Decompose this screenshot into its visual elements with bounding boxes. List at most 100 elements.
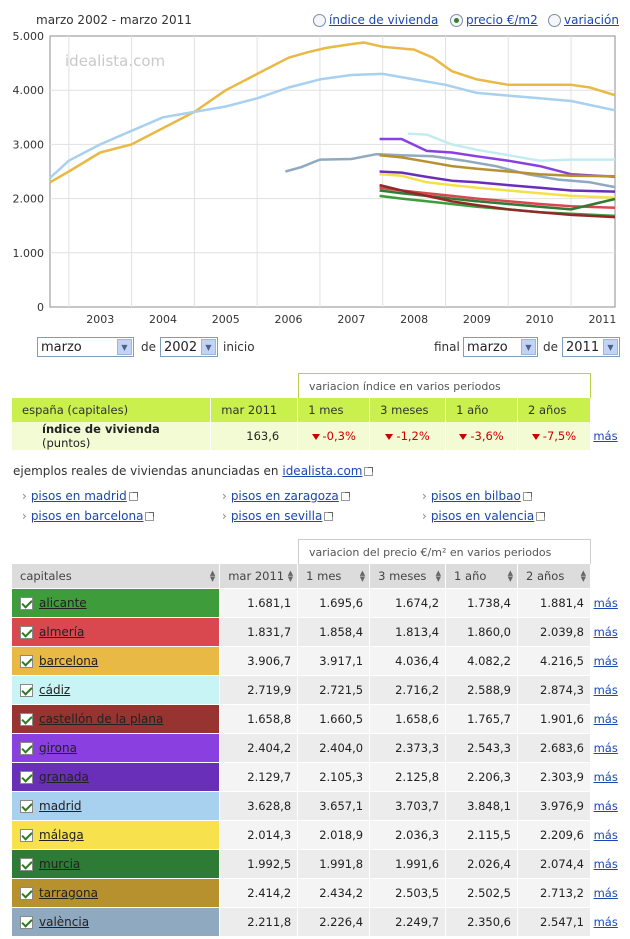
series-line: [407, 132, 615, 162]
checkbox-icon[interactable]: [20, 915, 33, 929]
col-header-2anos[interactable]: 2 años ▲ ▼: [517, 564, 591, 589]
price-cell: 2.543,3: [445, 733, 518, 763]
city-link[interactable]: barcelona: [39, 653, 99, 668]
city-link[interactable]: málaga: [39, 827, 84, 842]
city-cell: murcia: [12, 849, 221, 879]
chevron-down-icon[interactable]: ▼: [201, 339, 216, 355]
start-year-select[interactable]: 2002 ▼: [160, 337, 218, 357]
more-link[interactable]: más: [593, 914, 618, 929]
price-cell: 3.703,7: [369, 791, 447, 821]
sort-icon[interactable]: ▲ ▼: [359, 569, 366, 583]
sort-icon[interactable]: ▲ ▼: [209, 569, 216, 583]
col-header-1mes[interactable]: 1 mes ▲ ▼: [297, 564, 371, 589]
col-header-mar[interactable]: mar 2011 ▲ ▼: [219, 564, 299, 589]
more-link[interactable]: más: [593, 653, 618, 668]
city-cell: almería: [12, 617, 221, 647]
more-link[interactable]: más: [593, 682, 618, 697]
sort-icon[interactable]: ▲ ▼: [580, 569, 586, 583]
city-link[interactable]: castellón de la plana: [39, 711, 164, 726]
more-link[interactable]: más: [593, 798, 618, 813]
checkbox-icon[interactable]: [20, 596, 33, 610]
link-pisos-madrid[interactable]: pisos en madrid: [30, 489, 127, 503]
checkbox-icon[interactable]: [20, 625, 33, 639]
option-variacion[interactable]: variación: [548, 11, 619, 29]
checkbox-icon[interactable]: [20, 770, 33, 784]
more-link[interactable]: más: [593, 769, 618, 784]
price-cell: 2.503,5: [369, 878, 447, 908]
more-link[interactable]: más: [593, 827, 618, 842]
sort-icon[interactable]: ▲ ▼: [507, 569, 513, 583]
de-label: de: [543, 340, 558, 354]
more-link[interactable]: más: [593, 595, 618, 610]
link-pisos-valencia[interactable]: pisos en valencia: [430, 509, 535, 523]
series-line: [379, 137, 616, 178]
link-pisos-sevilla[interactable]: pisos en sevilla: [230, 509, 323, 523]
series-line: [49, 72, 616, 179]
y-tick-label: 4.000: [13, 84, 45, 97]
link-pisos-bilbao[interactable]: pisos en bilbao: [430, 489, 521, 503]
end-year-select[interactable]: 2011 ▼: [562, 337, 620, 357]
more-link[interactable]: más: [593, 740, 618, 755]
table-row: girona 2.404,2 2.404,0 2.373,3 2.543,3 2.683,…: [12, 733, 621, 763]
col-header: 3 meses: [369, 398, 447, 422]
checkbox-icon[interactable]: [20, 741, 33, 755]
link-pisos-zaragoza[interactable]: pisos en zaragoza: [230, 489, 339, 503]
more-link[interactable]: más: [593, 856, 618, 871]
radio-precio-icon[interactable]: [450, 13, 463, 27]
city-cell: valència: [12, 907, 221, 937]
option-precio[interactable]: precio €/m2: [450, 11, 538, 29]
col-header-1ano[interactable]: 1 año ▲ ▼: [445, 564, 518, 589]
price-cell: 3.848,1: [445, 791, 518, 821]
col-header-3meses[interactable]: 3 meses ▲ ▼: [369, 564, 447, 589]
city-link[interactable]: cádiz: [39, 682, 71, 697]
series-line: [379, 172, 616, 200]
city-link[interactable]: almería: [39, 624, 85, 639]
external-link-icon: [128, 492, 138, 501]
variation-cell: -7,5%: [517, 422, 591, 450]
more-link[interactable]: más: [593, 711, 618, 726]
radio-variacion-icon[interactable]: [548, 13, 561, 27]
price-cell: 3.657,1: [297, 791, 371, 821]
sort-icon[interactable]: ▲ ▼: [435, 569, 442, 583]
col-header-capitales[interactable]: capitales ▲ ▼: [12, 564, 221, 589]
price-cell: 3.628,8: [219, 791, 299, 821]
checkbox-icon[interactable]: [20, 828, 33, 842]
checkbox-icon[interactable]: [20, 712, 33, 726]
price-cell: 1.991,6: [369, 849, 447, 879]
chevron-down-icon[interactable]: ▼: [521, 339, 536, 355]
idealista-link[interactable]: idealista.com: [282, 464, 363, 478]
examples-text: ejemplos reales de viviendas anunciadas …: [13, 464, 279, 478]
city-cell: castellón de la plana: [12, 704, 221, 734]
chevron-down-icon[interactable]: ▼: [117, 339, 132, 355]
city-link[interactable]: murcia: [39, 856, 81, 871]
checkbox-icon[interactable]: [20, 857, 33, 871]
price-cell: 2.502,5: [445, 878, 518, 908]
city-link[interactable]: madrid: [39, 798, 82, 813]
city-link[interactable]: granada: [39, 769, 89, 784]
price-cell: 2.547,1: [517, 907, 591, 937]
sort-icon[interactable]: ▲ ▼: [287, 569, 294, 583]
price-cell: 2.226,4: [297, 907, 371, 937]
city-link[interactable]: alicante: [39, 595, 87, 610]
end-month-select[interactable]: marzo ▼: [463, 337, 538, 357]
checkbox-icon[interactable]: [20, 886, 33, 900]
price-cell: 2.683,6: [517, 733, 591, 763]
checkbox-icon[interactable]: [20, 799, 33, 813]
more-link[interactable]: más: [593, 624, 618, 639]
price-cell: 2.434,2: [297, 878, 371, 908]
city-link[interactable]: girona: [39, 740, 77, 755]
link-pisos-barcelona[interactable]: pisos en barcelona: [30, 509, 144, 523]
city-cell: málaga: [12, 820, 221, 850]
start-month-select[interactable]: marzo ▼: [37, 337, 134, 357]
option-label: variación: [564, 13, 619, 27]
city-link[interactable]: valència: [39, 914, 90, 929]
price-cell: 4.036,4: [369, 646, 447, 676]
checkbox-icon[interactable]: [20, 654, 33, 668]
checkbox-icon[interactable]: [20, 683, 33, 697]
more-link[interactable]: más: [593, 429, 618, 443]
chevron-down-icon[interactable]: ▼: [603, 339, 618, 355]
option-indice-vivienda[interactable]: índice de vivienda: [313, 11, 438, 29]
more-link[interactable]: más: [593, 885, 618, 900]
radio-indice-icon[interactable]: [313, 13, 326, 27]
city-link[interactable]: tarragona: [39, 885, 98, 900]
